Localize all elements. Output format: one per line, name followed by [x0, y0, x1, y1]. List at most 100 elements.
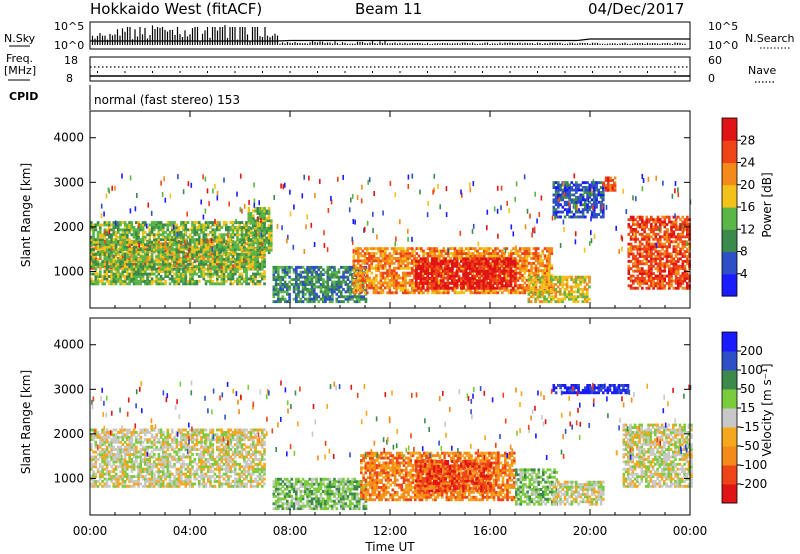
heatmap-cell	[534, 252, 538, 255]
heatmap-cell	[299, 273, 303, 277]
heatmap-cell	[191, 230, 194, 234]
heatmap-cell	[261, 221, 264, 224]
heatmap-cell	[164, 238, 167, 242]
heatmap-cell	[182, 257, 185, 261]
heatmap-cell	[150, 265, 154, 269]
heatmap-cell	[483, 249, 486, 253]
heatmap-cell	[256, 207, 260, 210]
heatmap-cell	[177, 279, 181, 283]
heatmap-cell	[277, 275, 280, 279]
heatmap-cell	[135, 270, 138, 273]
heatmap-cell	[99, 233, 102, 237]
heatmap-cell	[478, 259, 481, 263]
heatmap-cell	[277, 265, 280, 269]
heatmap-cell	[574, 295, 578, 299]
heatmap-cell	[333, 268, 336, 272]
heatmap-cell	[474, 249, 477, 253]
heatmap-cell	[150, 221, 154, 224]
heatmap-cell	[411, 266, 414, 270]
heatmap-cell	[171, 275, 174, 278]
heatmap-cell	[236, 277, 239, 281]
heatmap-cell	[153, 265, 156, 269]
heatmap-cell	[446, 272, 450, 275]
heatmap-cell	[363, 279, 367, 282]
heatmap-cell	[256, 229, 260, 232]
heatmap-cell	[123, 243, 127, 247]
heatmap-cell	[451, 281, 454, 285]
heatmap-cell	[333, 290, 336, 294]
heatmap-cell	[139, 240, 143, 244]
heatmap-cell	[581, 280, 585, 284]
heatmap-cell	[543, 269, 547, 273]
heatmap-cell	[171, 252, 174, 255]
heatmap-cell	[351, 265, 354, 269]
heatmap-cell	[128, 228, 131, 232]
heatmap-cell	[225, 265, 228, 269]
heatmap-cell	[202, 265, 206, 269]
heatmap-cell	[200, 228, 203, 232]
heatmap-cell	[126, 226, 129, 229]
heatmap-cell	[162, 257, 165, 260]
heatmap-cell	[175, 245, 179, 249]
heatmap-cell	[254, 230, 257, 234]
heatmap-cell	[404, 259, 407, 263]
heatmap-cell	[157, 221, 161, 224]
heatmap-cell	[536, 275, 540, 279]
heatmap-cell	[453, 262, 456, 266]
heatmap-cell	[322, 285, 325, 289]
heatmap-cell	[184, 252, 188, 255]
heatmap-cell	[523, 266, 527, 270]
heatmap-cell	[430, 279, 434, 283]
heatmap-cell	[304, 297, 307, 301]
heatmap-cell	[119, 275, 122, 278]
heatmap-cell	[636, 267, 640, 271]
heatmap-cell	[231, 243, 235, 247]
heatmap-cell	[150, 277, 154, 281]
heatmap-cell	[159, 238, 163, 242]
heatmap-cell	[627, 284, 631, 288]
heatmap-cell	[326, 290, 330, 294]
heatmap-cell	[222, 221, 226, 224]
heatmap-cell	[478, 291, 482, 295]
heatmap-cell	[263, 235, 266, 239]
heatmap-cell	[146, 253, 149, 256]
heatmap-cell	[525, 261, 529, 265]
heatmap-cell	[354, 252, 358, 255]
heatmap-cell	[123, 260, 127, 264]
heatmap-cell	[629, 242, 633, 246]
heatmap-cell	[546, 254, 549, 258]
heatmap-cell	[579, 278, 582, 281]
heatmap-cell	[301, 290, 305, 294]
heatmap-cell	[177, 265, 181, 269]
heatmap-cell	[543, 271, 547, 275]
heatmap-cell	[364, 297, 368, 301]
heatmap-cell	[419, 267, 423, 271]
heatmap-cell	[218, 248, 221, 251]
heatmap-cell	[421, 269, 425, 273]
heatmap-cell	[451, 259, 454, 263]
heatmap-cell	[539, 269, 542, 273]
heatmap-cell	[342, 280, 345, 284]
heatmap-cell	[496, 254, 500, 258]
heatmap-cell	[514, 272, 517, 275]
heatmap-cell	[137, 265, 140, 269]
heatmap-cell	[313, 275, 316, 279]
heatmap-cell	[577, 287, 580, 291]
heatmap-cell	[399, 257, 403, 260]
heatmap-cell	[516, 261, 520, 265]
heatmap-cell	[421, 264, 425, 268]
heatmap-cell	[306, 275, 309, 279]
heatmap-cell	[546, 271, 549, 275]
heatmap-cell	[384, 266, 387, 270]
heatmap-cell	[393, 269, 396, 273]
heatmap-cell	[419, 272, 423, 275]
heatmap-cell	[572, 290, 576, 294]
heatmap-cell	[543, 290, 546, 294]
heatmap-cell	[110, 245, 113, 249]
heatmap-cell	[247, 243, 251, 247]
heatmap-cell	[395, 283, 398, 287]
heatmap-cell	[141, 270, 145, 273]
heatmap-cell	[632, 215, 635, 219]
heatmap-cell	[574, 297, 578, 301]
heatmap-cell	[493, 286, 497, 290]
